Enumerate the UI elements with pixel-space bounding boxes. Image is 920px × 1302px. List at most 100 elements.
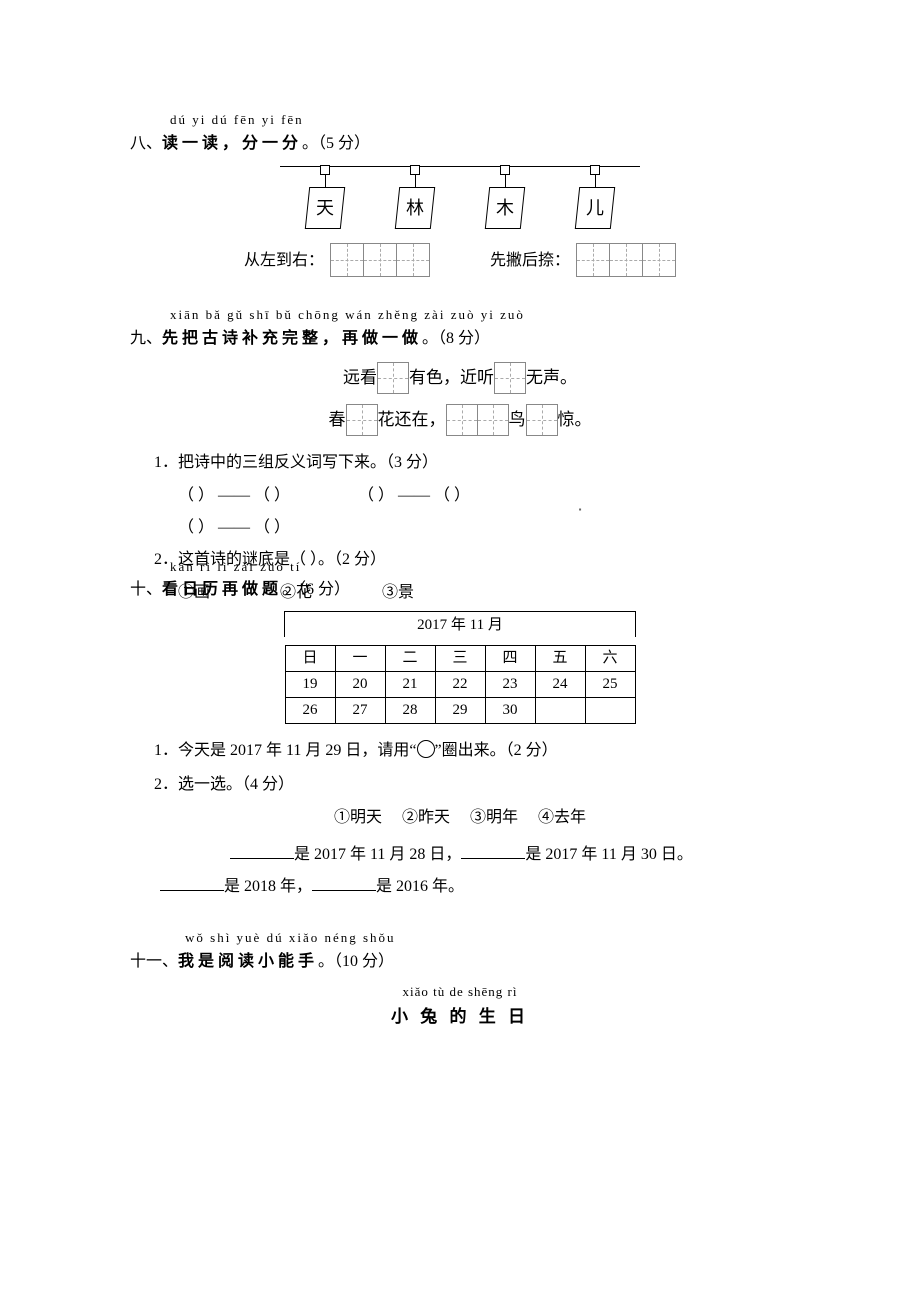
s11-title-bold: 我 是 阅 读 小 能 手 [178, 953, 314, 970]
choice-3[interactable]: ③景 [382, 580, 414, 606]
s10-q1: 1．今天是 2017 年 11 月 29 日，请用“ ”圈出来。（2 分） [154, 738, 790, 764]
cal-td[interactable]: 23 [485, 671, 535, 697]
section-11: wǒ shì yuè dú xiǎo néng shǒu 十一、我 是 阅 读 … [130, 928, 790, 1030]
s8-tags-row: 天 林 木 儿 [280, 165, 640, 229]
tianzi-box[interactable] [477, 404, 509, 436]
s10-title-bold: 看 日 历 再 做 题 [162, 581, 278, 598]
tianzi-box[interactable] [494, 362, 526, 394]
s8-tag: 儿 [577, 165, 613, 229]
s8-tag: 木 [487, 165, 523, 229]
cal-th: 六 [585, 645, 635, 671]
s8-right-label: 先撇后捺： [490, 248, 570, 274]
calendar-header-row: 日 一 二 三 四 五 六 [285, 645, 635, 671]
s9-l1-b: 有色，近听 [409, 364, 494, 391]
tianzi-box[interactable] [363, 243, 397, 277]
s9-l2-d: 惊。 [558, 406, 592, 433]
string-icon [505, 175, 506, 187]
s9-antonym-row2: （ ） —— （ ） [178, 515, 790, 541]
cal-td[interactable]: 27 [335, 697, 385, 723]
antonym-pair[interactable]: （ ） —— （ ） [178, 519, 290, 536]
blank[interactable] [461, 841, 525, 859]
s9-title: 九、先 把 古 诗 补 充 完 整 ， 再 做 一 做 。（8 分） [130, 326, 790, 352]
cal-td[interactable]: 21 [385, 671, 435, 697]
cal-td[interactable]: 28 [385, 697, 435, 723]
antonym-pair[interactable]: （ ） —— （ ） [358, 487, 470, 504]
choice-3[interactable]: ③明年 [470, 809, 518, 826]
tianzi-group[interactable] [446, 404, 509, 436]
s10-q1-b: ”圈出来。（2 分） [435, 742, 558, 759]
s8-card-text: 林 [406, 194, 424, 223]
cal-th: 四 [485, 645, 535, 671]
s8-card-text: 木 [496, 194, 514, 223]
s9-l1-a: 远看 [343, 364, 377, 391]
s9-l2-b: 花还在， [378, 406, 446, 433]
s8-tag: 林 [397, 165, 433, 229]
choice-2[interactable]: ②昨天 [402, 809, 450, 826]
tianzi-group[interactable] [377, 362, 409, 394]
string-icon [595, 175, 596, 187]
s10-q2: 2．选一选。（4 分） [154, 772, 790, 798]
blank[interactable] [312, 873, 376, 891]
cal-th: 日 [285, 645, 335, 671]
choice-1[interactable]: ①明天 [334, 809, 382, 826]
section-10: kàn rì lì zài zuò tí 十、看 日 历 再 做 题 。（6 分… [130, 557, 790, 900]
calendar-row: 19 20 21 22 23 24 25 [285, 671, 635, 697]
blank[interactable] [230, 841, 294, 859]
hook-icon [410, 165, 420, 175]
s8-card: 儿 [575, 187, 615, 229]
tianzi-box[interactable] [609, 243, 643, 277]
tianzi-box[interactable] [377, 362, 409, 394]
s8-title-after: 。（5 分） [298, 135, 370, 152]
tianzi-group[interactable] [346, 404, 378, 436]
tianzi-group[interactable] [494, 362, 526, 394]
antonym-pair[interactable]: （ ） —— （ ） [178, 487, 290, 504]
s8-card: 木 [485, 187, 525, 229]
tianzi-group[interactable] [526, 404, 558, 436]
tianzi-box[interactable] [346, 404, 378, 436]
blank[interactable] [160, 873, 224, 891]
s10-fill-line1: 是 2017 年 11 月 28 日， 是 2017 年 11 月 30 日。 [230, 841, 790, 868]
cal-td[interactable]: 20 [335, 671, 385, 697]
s8-card: 天 [305, 187, 345, 229]
s8-answer-row: 从左到右： 先撇后捺： [130, 243, 790, 277]
tianzi-box[interactable] [446, 404, 478, 436]
s9-pinyin: xiān bǎ gǔ shī bǔ chōng wán zhěng zài zu… [170, 305, 790, 326]
cal-td[interactable]: 19 [285, 671, 335, 697]
tianzi-group[interactable] [576, 243, 676, 277]
s10-q1-a: 1．今天是 2017 年 11 月 29 日，请用“ [154, 742, 417, 759]
s8-title-bold: 读 一 读 ， 分 一 分 [162, 135, 298, 152]
cal-td[interactable]: 22 [435, 671, 485, 697]
s11-title-after: 。（10 分） [314, 953, 394, 970]
tianzi-box[interactable] [526, 404, 558, 436]
tianzi-group[interactable] [330, 243, 430, 277]
s11-pinyin: wǒ shì yuè dú xiǎo néng shǒu [185, 928, 790, 949]
tianzi-box[interactable] [576, 243, 610, 277]
s10-pinyin: kàn rì lì zài zuò tí [170, 557, 790, 578]
cal-td[interactable] [535, 697, 585, 723]
hook-icon [590, 165, 600, 175]
tianzi-box[interactable] [396, 243, 430, 277]
cal-td[interactable]: 26 [285, 697, 335, 723]
cal-td[interactable]: 24 [535, 671, 585, 697]
cal-td[interactable]: 29 [435, 697, 485, 723]
s9-l1-c: 无声。 [526, 364, 577, 391]
s9-l2-a: 春 [329, 406, 346, 433]
tianzi-box[interactable] [330, 243, 364, 277]
fill1-b: 是 2017 年 11 月 30 日。 [525, 846, 692, 863]
cal-td[interactable]: 25 [585, 671, 635, 697]
page-marker: ▪ [370, 504, 790, 517]
fill1-a: 是 2017 年 11 月 28 日， [294, 846, 461, 863]
s9-title-after: 。（8 分） [418, 330, 490, 347]
s10-num: 十、 [130, 581, 162, 598]
cal-td[interactable]: 30 [485, 697, 535, 723]
circle-icon [417, 740, 435, 758]
hook-icon [500, 165, 510, 175]
s8-left-label: 从左到右： [244, 248, 324, 274]
cal-th: 一 [335, 645, 385, 671]
calendar-caption: 2017 年 11 月 [284, 611, 636, 637]
choice-4[interactable]: ④去年 [538, 809, 586, 826]
s8-title: 八、读 一 读 ， 分 一 分 。（5 分） [130, 131, 790, 157]
cal-td[interactable] [585, 697, 635, 723]
s8-tag: 天 [307, 165, 343, 229]
tianzi-box[interactable] [642, 243, 676, 277]
